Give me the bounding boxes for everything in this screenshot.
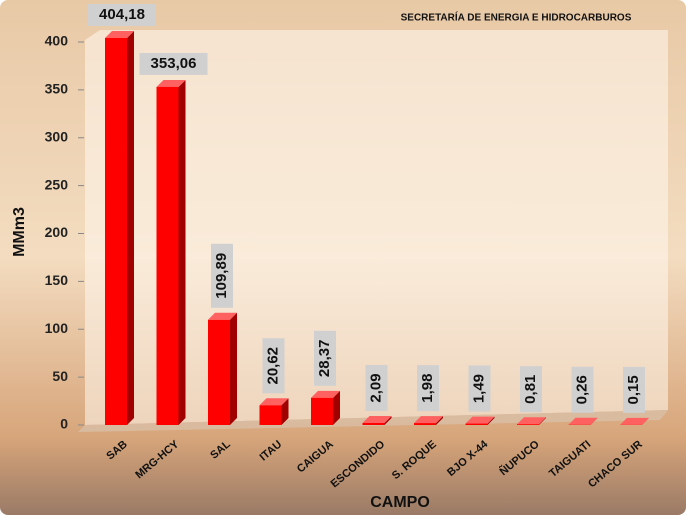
bar-face: [568, 417, 598, 425]
value-label: 2,09: [367, 373, 384, 402]
y-tick-label: 400: [45, 33, 69, 49]
value-label-box: [571, 366, 594, 413]
bar-face: [384, 415, 392, 425]
subtitle: SECRETARÍA DE ENERGIA E HIDROCARBUROS: [401, 11, 632, 24]
y-tick-label: 50: [52, 368, 68, 384]
value-label-box: [520, 366, 542, 413]
bar-face: [517, 424, 539, 425]
value-label: 109,89: [213, 253, 230, 299]
value-label: 1,49: [470, 374, 487, 403]
value-label-box: [314, 330, 336, 386]
bar-face: [362, 415, 392, 423]
bar-face: [333, 390, 340, 425]
bar-face: [414, 423, 436, 425]
bar-face: [311, 390, 340, 398]
bar: [465, 416, 495, 425]
bar-face: [465, 416, 495, 424]
value-label-box: [468, 365, 491, 412]
value-label: 0,15: [625, 375, 642, 404]
value-label-box: [211, 243, 233, 308]
bar: [208, 312, 237, 425]
bar-face: [590, 417, 598, 425]
bar-face: [362, 422, 385, 425]
y-tick-label: 200: [45, 224, 69, 240]
y-tick-label: 250: [45, 176, 69, 192]
bar: [620, 417, 649, 425]
value-label: 0,81: [522, 375, 539, 404]
y-tick-label: 0: [60, 416, 68, 432]
bar-face: [178, 79, 186, 425]
bar: [568, 417, 598, 425]
bar-face: [208, 319, 230, 425]
bar-face: [517, 417, 546, 425]
y-tick-label: 150: [45, 272, 69, 288]
bar-face: [105, 30, 134, 38]
bar-face: [156, 86, 179, 425]
bar-face: [259, 405, 282, 425]
bar-face: [642, 417, 649, 425]
y-axis-label: MMm3: [11, 207, 28, 257]
value-label-box: [88, 3, 156, 26]
bar-face: [156, 79, 186, 87]
bar: [414, 416, 443, 425]
bar-face: [281, 398, 289, 425]
y-tick-label: 300: [45, 128, 69, 144]
value-label-box: [139, 52, 208, 75]
value-label-box: [365, 364, 388, 411]
bar-face: [465, 423, 488, 425]
bar: [362, 415, 392, 425]
bar-face: [311, 397, 333, 425]
bar-face: [230, 312, 237, 425]
bar: [156, 79, 186, 425]
value-label: 353,06: [151, 55, 197, 72]
value-label-box: [417, 365, 439, 412]
value-label: 28,37: [316, 340, 333, 378]
bar: [311, 390, 340, 425]
bar-face: [620, 417, 649, 425]
bar-face: [208, 312, 237, 320]
bar-face: [487, 416, 495, 425]
y-tick-label: 350: [45, 81, 69, 97]
bar-face: [414, 416, 443, 424]
value-label-box: [623, 366, 645, 413]
y-tick-label: 100: [45, 320, 69, 336]
bar-face: [259, 398, 289, 406]
bar-face: [105, 37, 127, 425]
bar-face: [539, 417, 546, 425]
value-label: 20,62: [264, 347, 281, 385]
bar-face: [436, 416, 443, 425]
bar: [105, 30, 134, 425]
x-axis-label: CAMPO: [370, 494, 430, 511]
value-label: 0,26: [573, 375, 590, 404]
value-label: 404,18: [99, 6, 145, 23]
bar-face: [127, 30, 134, 425]
bar: [259, 398, 289, 425]
value-label-box: [262, 338, 285, 394]
bar: [517, 417, 546, 425]
value-label: 1,98: [419, 374, 436, 403]
